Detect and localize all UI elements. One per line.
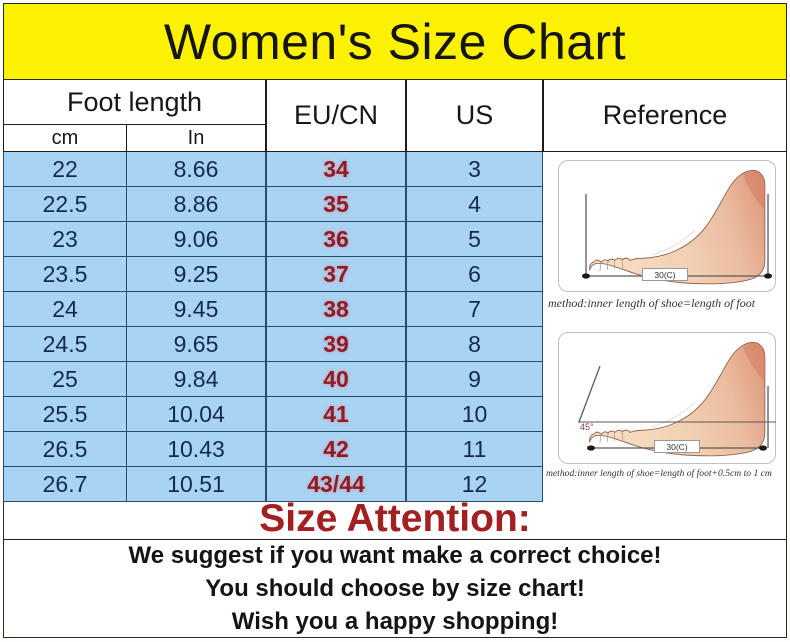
svg-text:45°: 45° [580,422,594,432]
